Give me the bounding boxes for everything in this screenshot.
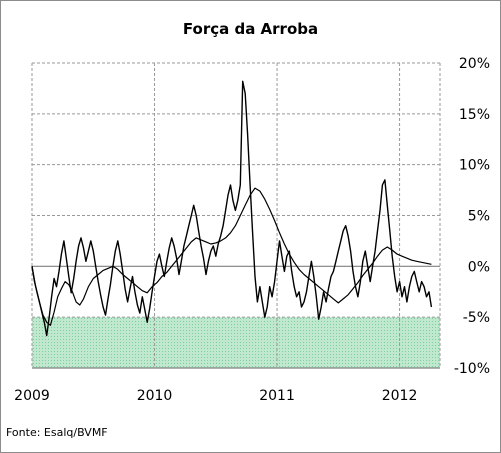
y-tick-label: 10% (459, 158, 490, 174)
y-tick-label: 5% (468, 209, 490, 225)
y-tick-label: 20% (459, 56, 490, 72)
x-tick-label: 2012 (382, 388, 418, 404)
y-tick-label: 15% (459, 107, 490, 123)
y-tick-label: -5% (463, 310, 490, 326)
y-tick-label: -10% (454, 361, 490, 377)
series-line-daily (31, 80, 433, 337)
shaded-band (32, 317, 440, 368)
x-tick-label: 2010 (137, 388, 173, 404)
x-tick-label: 2011 (259, 388, 295, 404)
series-line-smooth (31, 187, 432, 326)
chart-title: Força da Arroba (182, 20, 319, 38)
source-note: Fonte: Esalq/BVMF (6, 426, 108, 439)
y-tick-label: 0% (468, 259, 490, 275)
x-tick-label: 2009 (14, 388, 50, 404)
